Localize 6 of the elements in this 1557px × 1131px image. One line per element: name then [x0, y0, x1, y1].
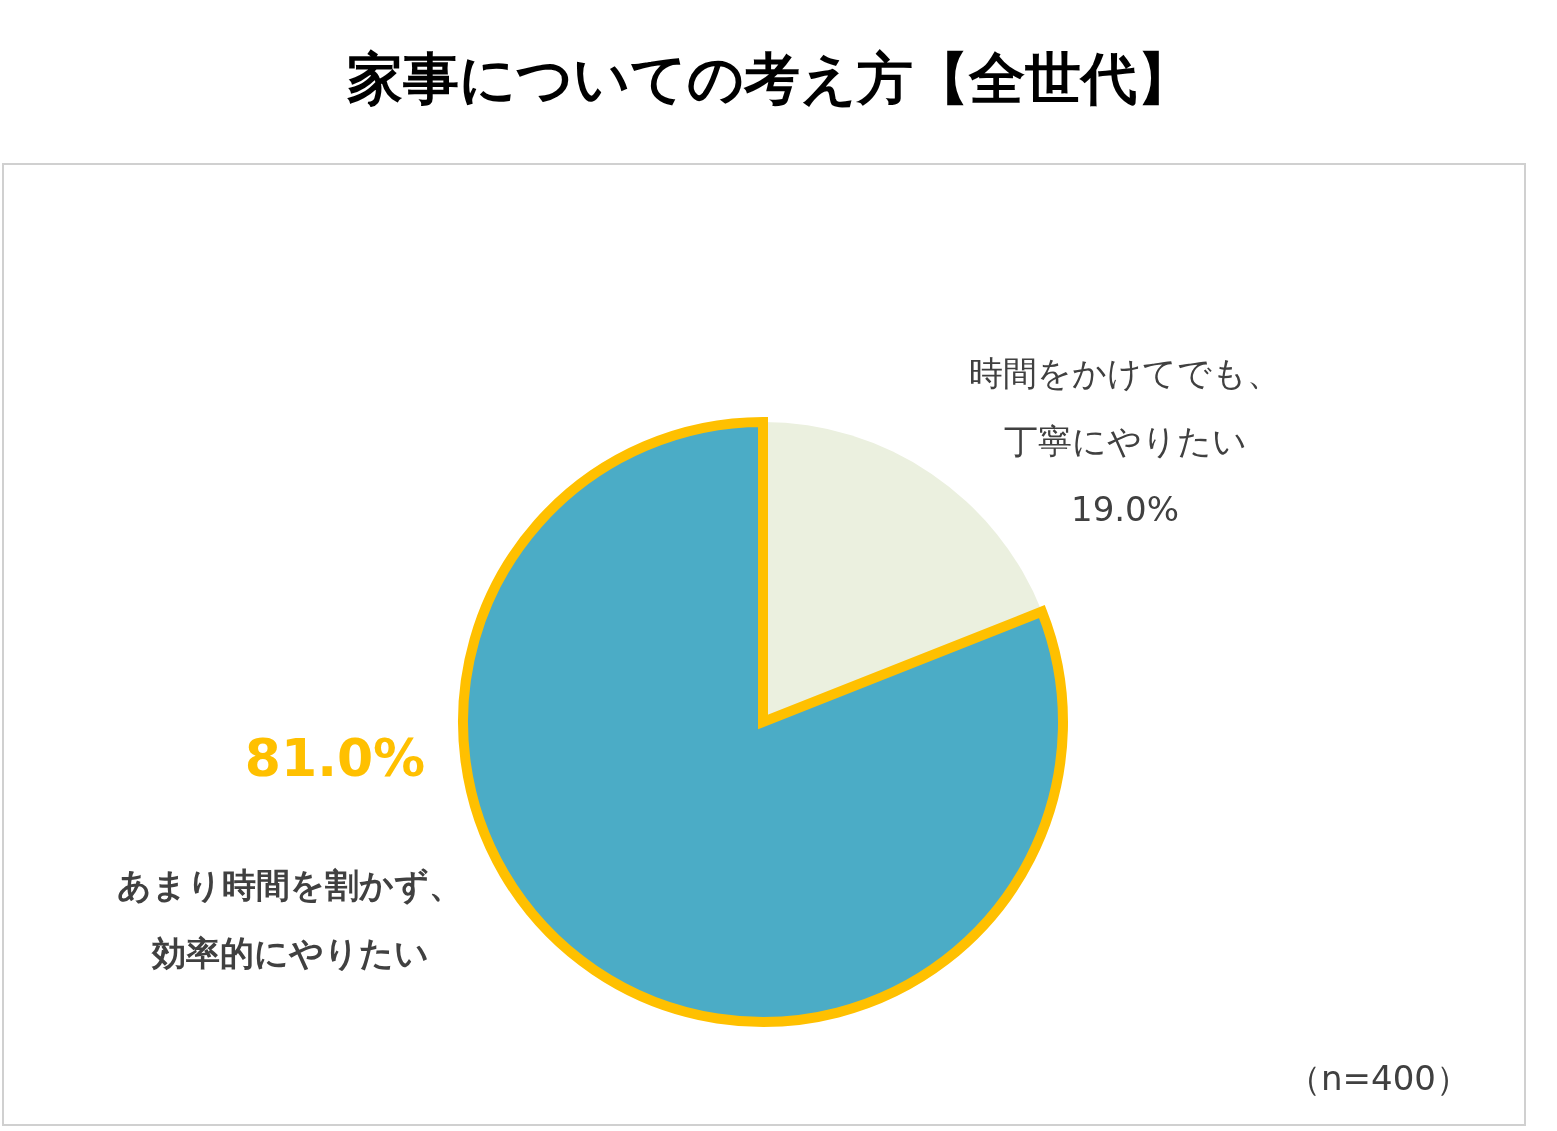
text: （n=400）: [1287, 1058, 1470, 1098]
data-label: 81.0%: [244, 728, 426, 788]
slice-label: 時間をかけてでも、丁寧にやりたい: [969, 353, 1281, 461]
data-label: 19.0%: [1070, 489, 1180, 529]
slice-label: あまり時間を割かず、効率的にやりたい: [117, 865, 463, 973]
chart-title: 家事についての考え方【全世代】: [347, 46, 1193, 111]
